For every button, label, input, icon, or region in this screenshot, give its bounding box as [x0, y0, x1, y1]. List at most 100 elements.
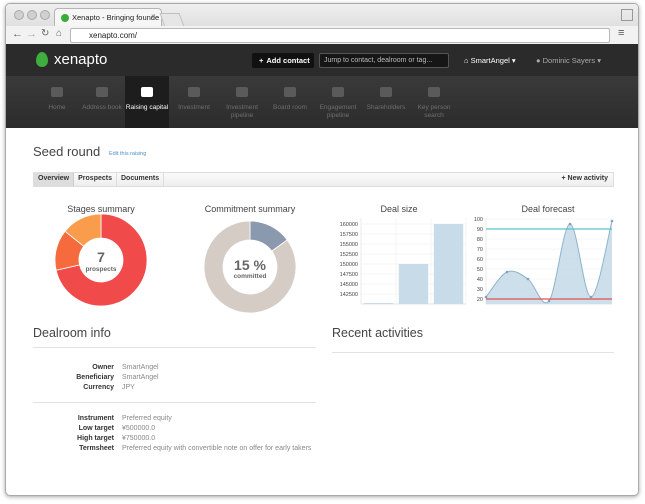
address-bar[interactable]: xenapto.com/ — [70, 28, 610, 43]
chart-title: Deal size — [380, 204, 417, 214]
nav-label: Investment — [178, 104, 210, 111]
y-tick-label: 155000 — [340, 242, 358, 248]
browser-tab[interactable]: Xenapto - Bringing founde × — [54, 8, 162, 27]
nav-icon — [141, 87, 153, 97]
nav-icon — [188, 87, 200, 97]
sub-tabs: Overview Prospects Documents + New activit… — [33, 172, 614, 187]
nav-label: Key person search — [417, 104, 451, 119]
point — [610, 219, 614, 223]
sub-tab[interactable]: Documents — [117, 173, 165, 186]
y-tick-label: 70 — [477, 247, 483, 253]
reload-button[interactable]: ↻ — [41, 28, 50, 39]
field-label: Currency — [83, 384, 114, 391]
chart-title: Deal forecast — [521, 204, 575, 214]
forward-button[interactable]: → — [26, 28, 37, 40]
chart-title: Stages summary — [67, 204, 135, 214]
favicon — [61, 14, 69, 22]
y-tick-label: 30 — [477, 287, 483, 293]
center-label: prospects — [85, 266, 116, 273]
nav-icon — [236, 87, 248, 97]
sub-tab[interactable]: Overview — [34, 173, 75, 186]
nav-icon — [51, 87, 63, 97]
account-name: SmartAngel — [470, 56, 510, 65]
account-menu[interactable]: ⌂ SmartAngel ▾ — [464, 56, 516, 65]
nav-tab[interactable]: Investment pipeline — [220, 76, 264, 128]
y-tick-label: 152500 — [340, 252, 358, 258]
field-label: Beneficiary — [76, 374, 114, 381]
donut-hole — [223, 240, 277, 294]
nav-icon — [284, 87, 296, 97]
field-label: Termsheet — [79, 445, 114, 452]
nav-icon — [332, 87, 344, 97]
home-button[interactable]: ⌂ — [56, 28, 63, 39]
y-tick-label: 20 — [477, 297, 483, 303]
divider — [33, 402, 316, 403]
point — [484, 295, 488, 299]
y-tick-label: 145000 — [340, 282, 358, 288]
center-value: 7 — [97, 249, 105, 265]
nav-tab[interactable]: Home — [35, 76, 79, 128]
title-bar: Xenapto - Bringing founde × — [6, 4, 638, 27]
y-tick-label: 147500 — [340, 272, 358, 278]
menu-button[interactable]: ≡ — [618, 27, 625, 39]
field-label: Low target — [78, 425, 114, 432]
browser-window: Xenapto - Bringing founde × ← → ↻ ⌂ xena… — [5, 3, 639, 496]
y-tick-label: 90 — [477, 227, 483, 233]
zoom-button[interactable] — [40, 10, 50, 20]
nav-icon — [96, 87, 108, 97]
nav-tab[interactable]: Address book — [80, 76, 124, 128]
fullscreen[interactable] — [621, 9, 633, 21]
y-tick-label: 60 — [477, 257, 483, 263]
add-contact-button[interactable]: + Add contact — [252, 53, 314, 68]
back-button[interactable]: ← — [12, 28, 23, 40]
point — [547, 299, 551, 303]
field-label: Instrument — [77, 415, 114, 422]
point — [568, 222, 572, 226]
nav-icon — [428, 87, 440, 97]
chart-title: Commitment summary — [205, 204, 296, 214]
tab-close[interactable]: × — [151, 12, 156, 21]
field-value: Preferred equity with convertible note o… — [122, 445, 312, 452]
y-tick-label: 100 — [474, 217, 483, 223]
bar — [363, 303, 394, 304]
nav-tab[interactable]: Raising capital — [125, 76, 169, 128]
y-tick-label: 50 — [477, 267, 483, 273]
nav-label: Address book — [82, 104, 122, 111]
nav-tab[interactable]: Shareholders — [364, 76, 408, 128]
bar — [433, 224, 464, 304]
y-tick-label: 142500 — [340, 292, 358, 298]
point — [589, 295, 593, 299]
new-activity-button[interactable]: + New activity — [561, 175, 608, 182]
point — [505, 270, 509, 274]
divider — [332, 352, 614, 353]
center-value: 15 % — [234, 257, 266, 273]
field-value: ¥750000.0 — [122, 435, 156, 442]
nav-tab[interactable]: Key person search — [412, 76, 456, 128]
y-tick-label: 80 — [477, 237, 483, 243]
sub-tab[interactable]: Prospects — [74, 173, 117, 186]
nav-tab[interactable]: Engagement pipeline — [316, 76, 360, 128]
field-value: SmartAngel — [122, 364, 159, 371]
minimize-button[interactable] — [27, 10, 37, 20]
add-contact-label: Add contact — [266, 56, 310, 65]
nav-label: Investment pipeline — [226, 104, 258, 119]
bar — [398, 264, 429, 304]
logo-text[interactable]: xenapto — [54, 51, 108, 68]
y-tick-label: 157500 — [340, 232, 358, 238]
edit-link[interactable]: Edit this raising — [109, 151, 147, 157]
y-tick-label: 40 — [477, 277, 483, 283]
close-button[interactable] — [14, 10, 24, 20]
nav-label: Home — [48, 104, 66, 111]
user-menu[interactable]: ● Dominic Sayers ▾ — [536, 56, 601, 65]
dealroom-info-title: Dealroom info — [33, 326, 111, 340]
nav-label: Shareholders — [366, 104, 406, 111]
field-label: Owner — [92, 364, 114, 371]
nav-label: Board room — [273, 104, 307, 111]
page-title: Seed round — [33, 144, 101, 159]
nav-tab[interactable]: Investment — [172, 76, 216, 128]
search-input[interactable]: Jump to contact, dealroom or tag... — [319, 53, 449, 68]
new-activity-label: New activity — [567, 175, 608, 182]
nav-tab[interactable]: Board room — [268, 76, 312, 128]
